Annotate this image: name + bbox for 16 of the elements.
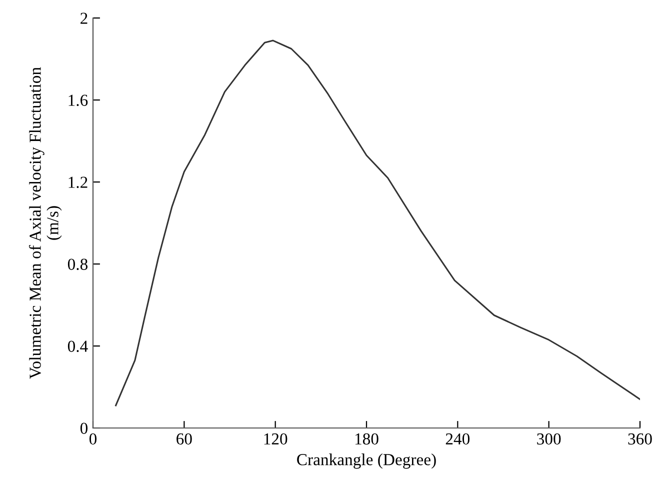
x-tick-label: 0 [89,433,97,445]
y-tick-label: 0.4 [68,340,88,352]
x-tick-label: 240 [446,433,470,445]
line-series [115,40,640,406]
y-tick-label: 1.2 [68,176,88,188]
x-tick-label: 60 [176,433,192,445]
x-tick-label: 300 [537,433,561,445]
x-tick-label: 120 [264,433,288,445]
x-axis-title: Crankangle (Degree) [297,454,436,469]
x-tick-label: 180 [355,433,378,445]
y-tick-label: 0 [80,422,88,434]
y-tick-label: 2 [80,12,88,24]
y-tick-label: 1.6 [68,94,88,106]
y-axis-title: Volumetric Mean of Axial velocity Fluctuation (m/s) [28,67,62,379]
y-tick-label: 0.8 [68,258,88,270]
x-tick-label: 360 [628,433,652,445]
